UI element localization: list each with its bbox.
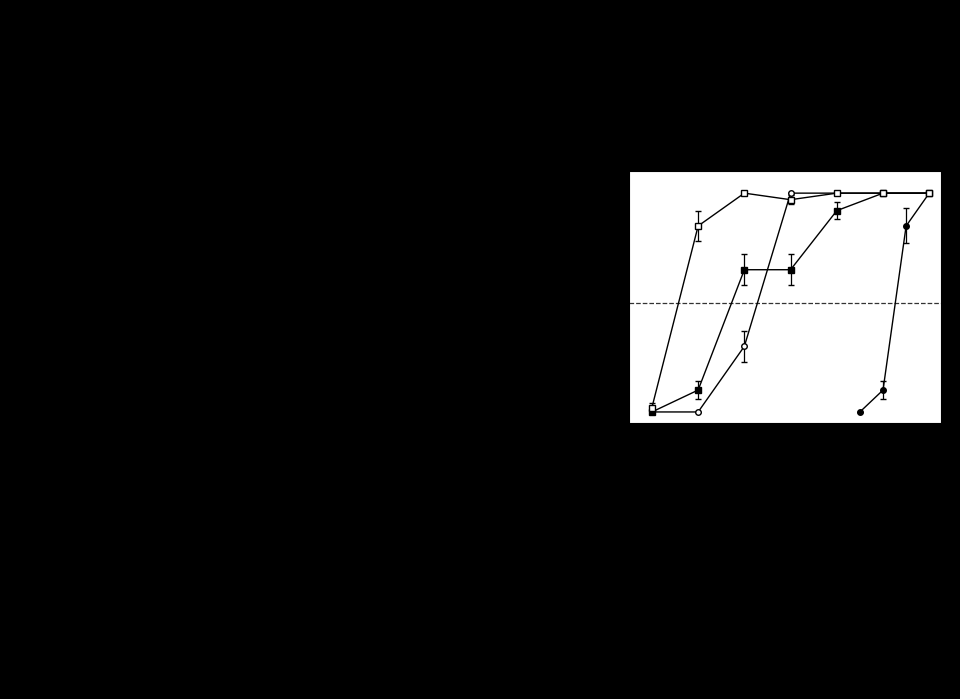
- Text: B: B: [591, 138, 604, 156]
- Y-axis label: % Survival: % Survival: [582, 264, 594, 331]
- X-axis label: Freezing temperature (°C): Freezing temperature (°C): [692, 447, 877, 461]
